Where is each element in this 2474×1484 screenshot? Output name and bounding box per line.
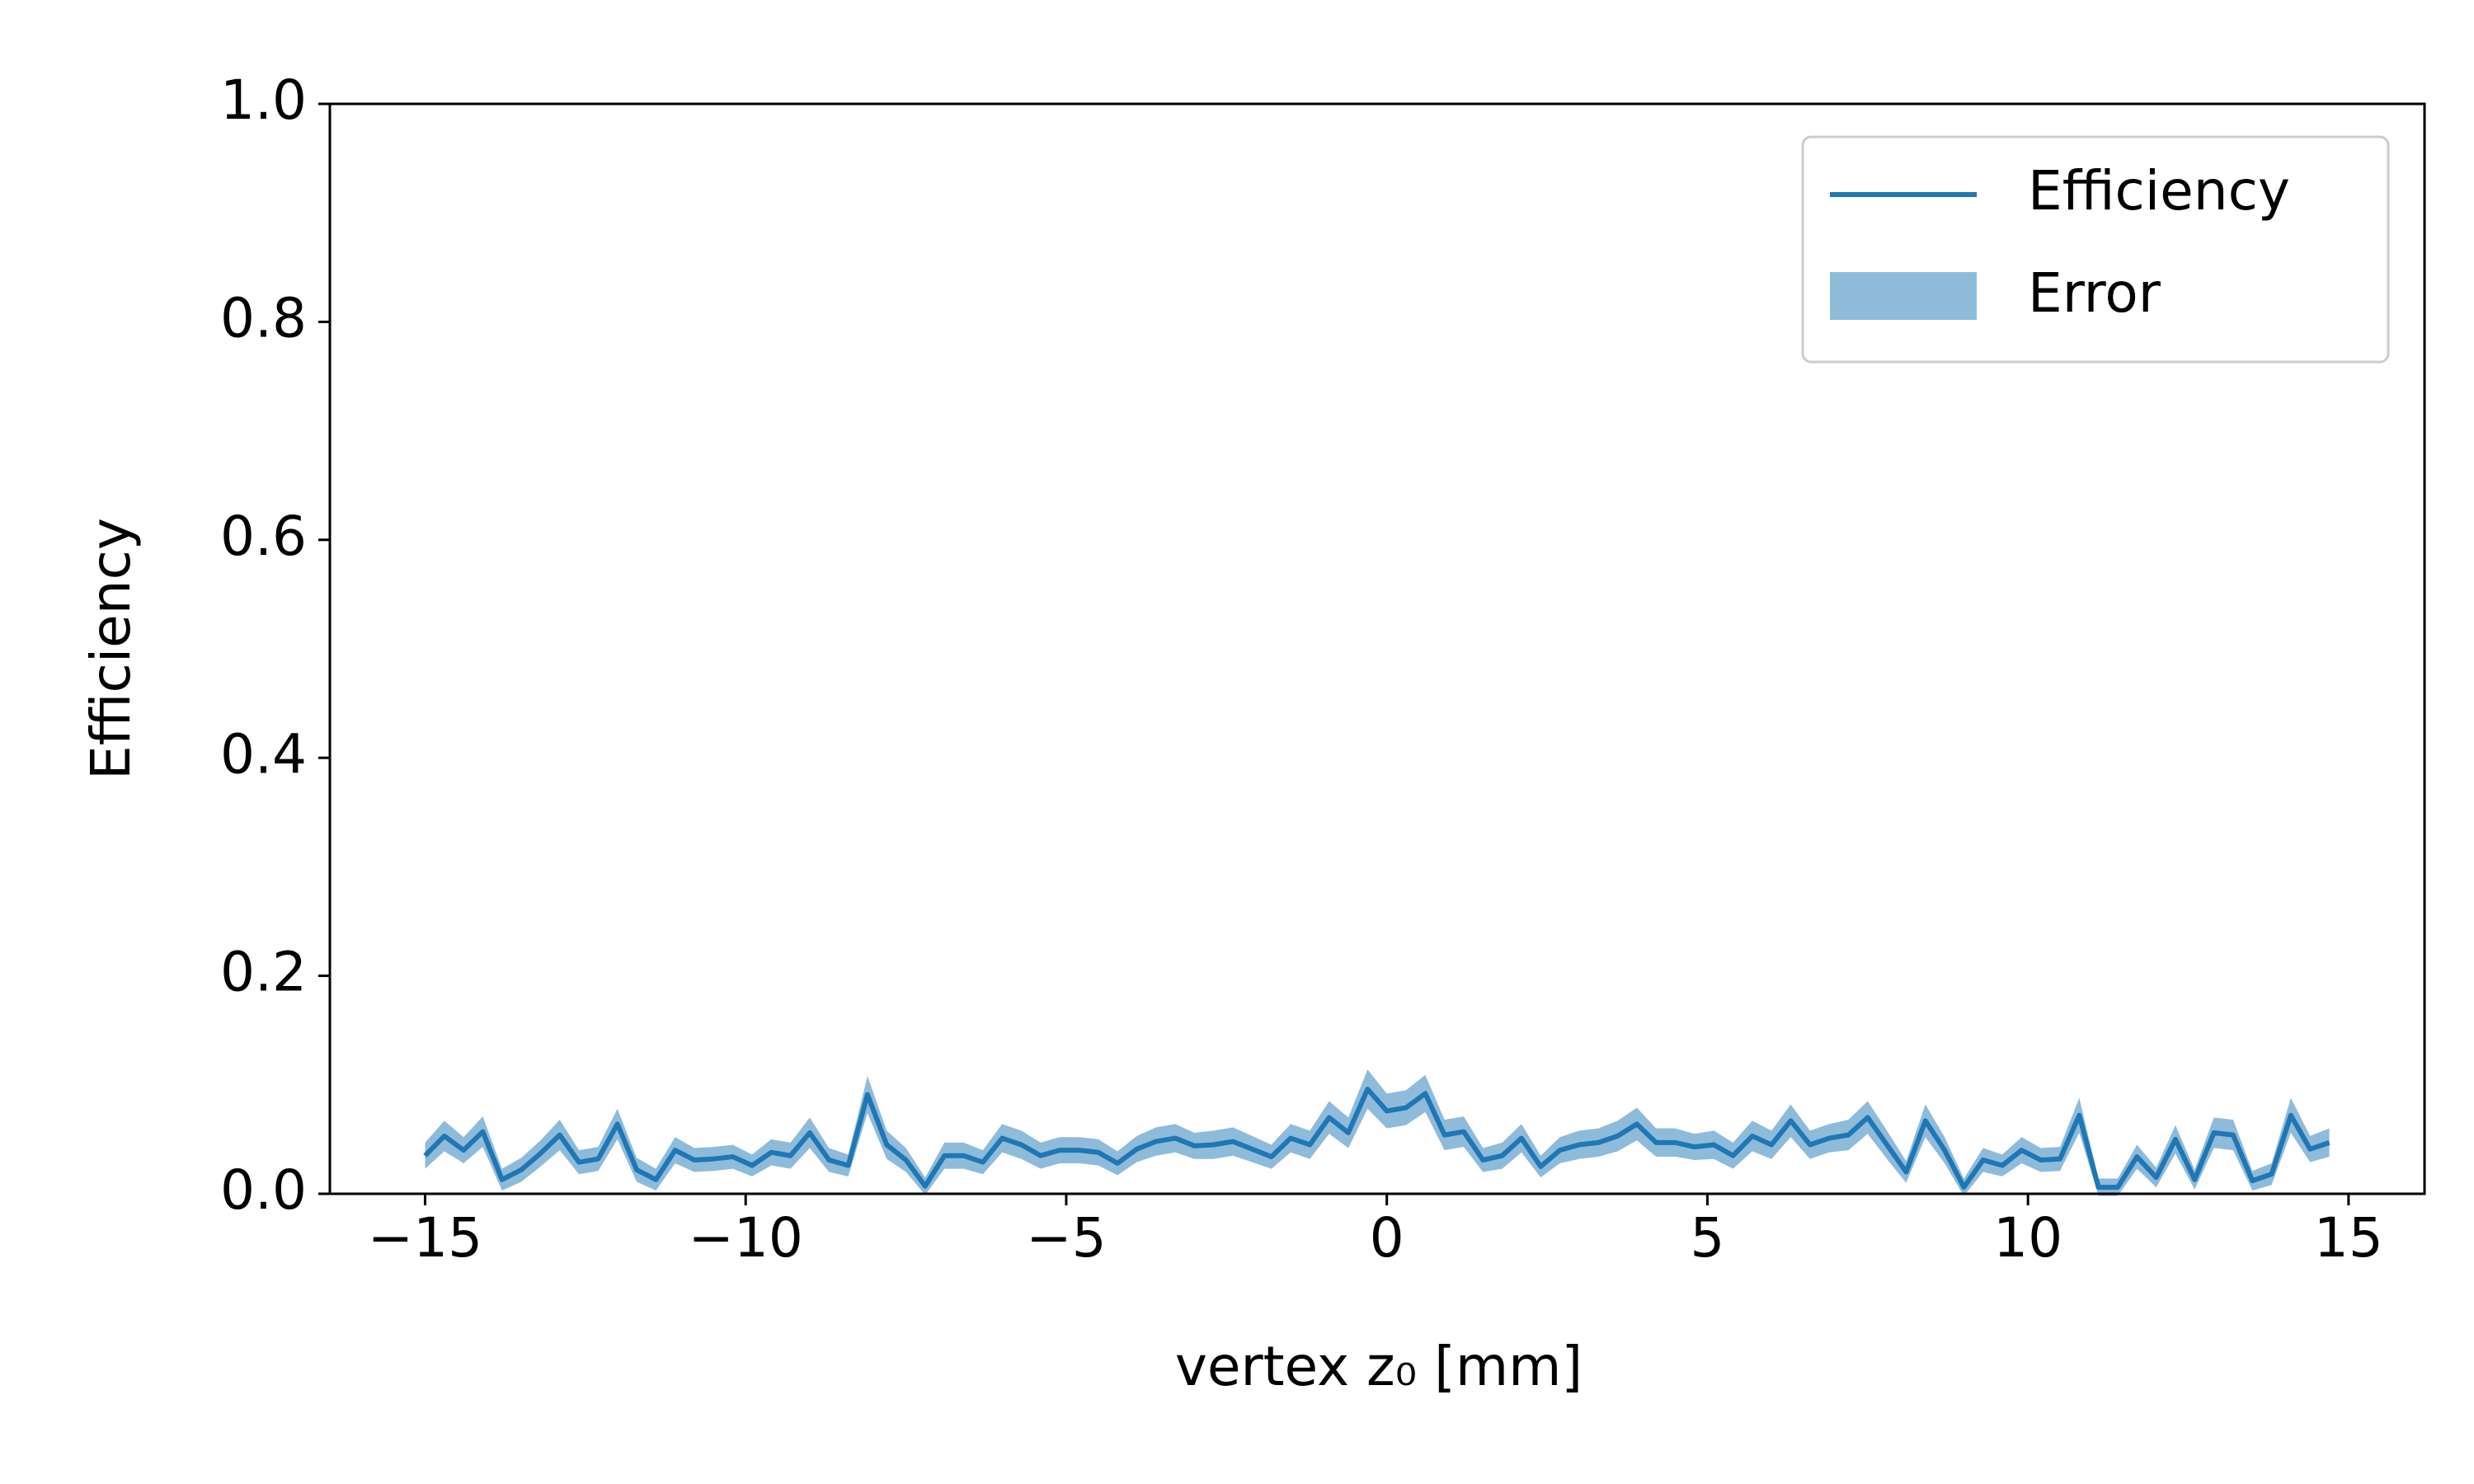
x-tick-label: 15: [2314, 1206, 2383, 1270]
legend-swatch: [1830, 272, 1977, 320]
efficiency-line: [423, 1087, 2331, 1190]
y-tick-label: 0.8: [220, 286, 307, 350]
y-tick-label: 1.0: [220, 68, 307, 132]
x-tick-label: −10: [689, 1206, 803, 1270]
legend-label: Efficiency: [2028, 159, 2290, 223]
x-tick-label: 10: [1993, 1206, 2062, 1270]
y-tick-label: 0.6: [220, 505, 307, 568]
legend-label: Error: [2028, 261, 2161, 325]
x-tick-label: −15: [368, 1206, 482, 1270]
x-tick-label: 5: [1690, 1206, 1724, 1270]
y-tick-label: 0.0: [220, 1158, 307, 1222]
y-tick-label: 0.4: [220, 722, 307, 786]
plot-frame: [328, 102, 2426, 1195]
y-tick-label: 0.2: [220, 941, 307, 1004]
x-tick-label: −5: [1026, 1206, 1106, 1270]
x-tick-label: 0: [1370, 1206, 1404, 1270]
x-axis-label: vertex z₀ [mm]: [1175, 1335, 1583, 1398]
error-band: [425, 1069, 2330, 1196]
y-axis-label: Efficiency: [79, 518, 143, 780]
